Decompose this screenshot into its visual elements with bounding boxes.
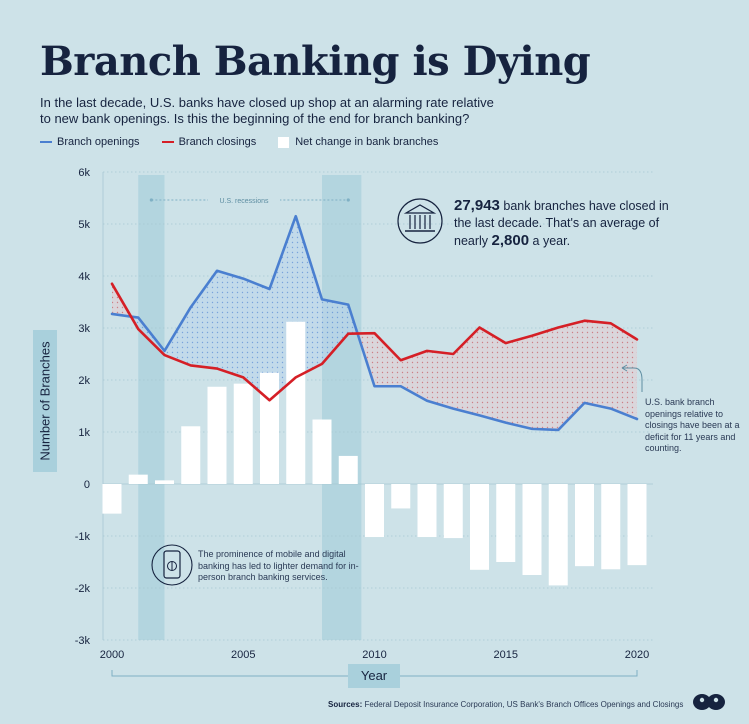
closures-callout: 27,943 bank branches have closed in the …: [454, 197, 669, 250]
brand-logo-eye-right: [713, 697, 719, 703]
gap-shading: [243, 278, 270, 401]
gap-shading: [190, 270, 217, 369]
gap-shading: [558, 320, 585, 430]
phone-icon-dollar-ring: [167, 561, 177, 571]
legend-label-openings: Branch openings: [57, 136, 140, 148]
deficit-arrow-head: [621, 364, 628, 372]
gap-shading: [453, 327, 480, 416]
net-change-bar-2007: [286, 321, 306, 484]
net-change-bar-2016: [522, 484, 542, 575]
y-tick-label: 2k: [78, 375, 90, 387]
net-change-bar-2015: [496, 484, 516, 562]
net-change-bar-2000: [102, 484, 122, 514]
net-change-bar-2012: [417, 484, 437, 538]
net-change-bar-2019: [601, 484, 621, 570]
brand-logo-icon: [693, 694, 725, 710]
recession-label-bg: [208, 194, 280, 206]
x-tick-label: 2015: [494, 649, 518, 661]
net-change-bar-2010: [365, 484, 384, 538]
gap-shading: [322, 299, 349, 364]
net-change-bar-2009: [338, 455, 358, 484]
y-tick-label: 0: [84, 479, 90, 491]
chart-legend: Branch openings Branch closings Net chan…: [40, 136, 460, 148]
net-change-bar-2008: [312, 419, 332, 484]
net-change-bar-2011: [391, 484, 411, 509]
mobile-phone-icon: [151, 544, 193, 586]
recession-label: U.S. recessions: [219, 198, 269, 205]
net-change-bar-2004: [207, 386, 227, 484]
bank-icon: [397, 198, 443, 244]
net-change-bar-2020: [627, 484, 647, 566]
legend-item-openings: Branch openings: [40, 136, 140, 148]
deficit-note: U.S. bank branch openings relative to cl…: [645, 397, 740, 453]
legend-label-net: Net change in bank branches: [295, 136, 439, 148]
net-change-bar-2013: [443, 484, 463, 539]
legend-swatch-openings: [40, 141, 52, 143]
y-tick-label: 3k: [78, 323, 90, 335]
net-change-bar-2018: [575, 484, 594, 567]
y-tick-label: 5k: [78, 219, 90, 231]
x-tick-label: 2000: [100, 649, 124, 661]
sources-label: Sources:: [328, 700, 363, 709]
mobile-banking-note: The prominence of mobile and digital ban…: [198, 549, 359, 582]
gap-shading: [427, 350, 454, 409]
recession-band-1: [138, 175, 165, 640]
x-tick-label: 2010: [362, 649, 386, 661]
legend-swatch-net: [278, 136, 290, 148]
page-title: Branch Banking is Dying: [40, 38, 591, 85]
deficit-arrow: [622, 367, 643, 392]
gap-shading: [164, 307, 191, 366]
gap-shading: [400, 350, 427, 401]
net-change-bar-2002: [155, 480, 174, 484]
x-tick-label: 2005: [231, 649, 255, 661]
gap-shading: [532, 327, 559, 430]
legend-swatch-closings: [161, 141, 174, 143]
y-tick-label: 4k: [78, 271, 90, 283]
net-change-bar-2014: [470, 484, 489, 570]
y-tick-label: 6k: [78, 167, 90, 179]
gap-shading: [479, 327, 506, 423]
sources-text: Federal Deposit Insurance Corporation, U…: [364, 700, 684, 709]
phone-icon-circle: [151, 544, 193, 586]
callout-number-average: 2,800: [491, 232, 530, 249]
gap-shading: [217, 270, 244, 378]
y-tick-label: -1k: [75, 531, 91, 543]
gap-shading: [584, 320, 611, 409]
bank-icon-roof: [403, 204, 437, 214]
y-axis-label-box: [33, 330, 57, 472]
net-change-bar-2001: [128, 474, 148, 484]
callout-text-2: a year.: [529, 234, 571, 248]
net-change-bar-2003: [181, 426, 201, 484]
net-change-bar-2005: [233, 383, 253, 484]
y-tick-label: -3k: [75, 635, 91, 647]
legend-item-net: Net change in bank branches: [278, 136, 438, 148]
recession-band-2: [322, 175, 362, 640]
net-change-bar-2006: [260, 372, 279, 484]
gap-shading: [505, 335, 532, 429]
legend-item-closings: Branch closings: [161, 136, 257, 148]
series-line-closings: [110, 282, 639, 402]
callout-text-1: bank branches have closed in the last de…: [454, 199, 669, 248]
brand-logo-eye-left: [699, 697, 705, 703]
page-subtitle: In the last decade, U.S. banks have clos…: [40, 95, 494, 126]
recession-bracket-end-left: [149, 198, 153, 202]
gap-shading: [374, 333, 401, 387]
y-tick-label: -2k: [75, 583, 91, 595]
sources-line: Sources: Federal Deposit Insurance Corpo…: [328, 700, 683, 709]
y-tick-label: 1k: [78, 427, 90, 439]
recession-bracket-end-right: [346, 198, 350, 202]
bank-icon-circle: [397, 198, 443, 244]
x-axis-label: Year: [348, 664, 400, 688]
x-tick-label: 2020: [625, 649, 649, 661]
series-line-openings: [110, 214, 639, 432]
legend-label-closings: Branch closings: [178, 136, 257, 148]
callout-number-closed: 27,943: [454, 197, 500, 214]
net-change-bar-2017: [548, 484, 568, 586]
phone-icon-body: [163, 550, 181, 579]
gap-shading: [610, 323, 637, 419]
